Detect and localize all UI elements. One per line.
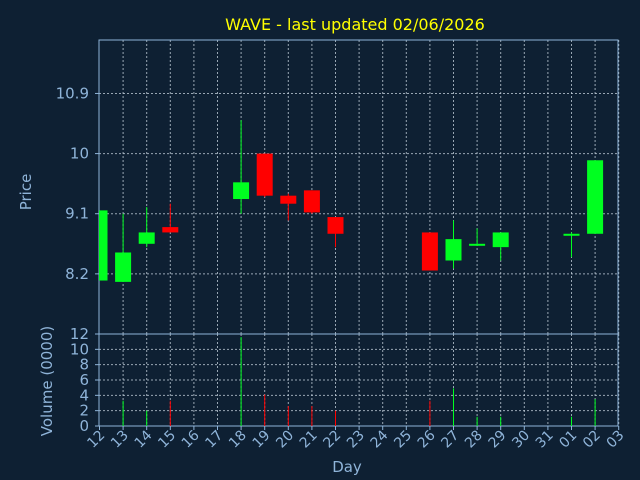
volume-tick-label: 4 (79, 386, 89, 404)
volume-axis-label: Volume (0000) (38, 326, 56, 436)
volume-tick-label: 10 (70, 340, 89, 358)
candle-body (563, 233, 580, 236)
volume-tick-label: 12 (70, 325, 89, 343)
candle-body (469, 243, 486, 246)
candle-body (233, 182, 250, 200)
price-axis-label: Price (17, 174, 35, 211)
candle-body (327, 217, 344, 234)
candle-body (256, 153, 273, 196)
candle-body (492, 232, 509, 248)
candle-body (99, 210, 108, 281)
volume-tick-label: 6 (79, 371, 89, 389)
chart-title: WAVE - last updated 02/06/2026 (225, 15, 485, 34)
volume-tick-label: 0 (79, 417, 89, 435)
candle-body (445, 239, 462, 261)
candle-body (303, 190, 320, 213)
price-tick-label: 8.2 (65, 265, 89, 283)
candle-body (421, 232, 438, 271)
volume-tick-label: 2 (79, 402, 89, 420)
candle-body (115, 252, 132, 282)
volume-panel-frame (98, 333, 619, 427)
x-axis-label: Day (332, 458, 362, 476)
price-tick-label: 10.9 (56, 84, 89, 102)
price-panel: 8.2 9.1 10 10.9 (56, 39, 620, 335)
candle-body (162, 227, 179, 233)
price-tick-label: 10 (70, 145, 89, 163)
volume-tick-label: 8 (79, 356, 89, 374)
candle-body (138, 232, 155, 244)
price-tick-label: 9.1 (65, 205, 89, 223)
candle-body (280, 195, 297, 204)
candle-body (587, 160, 604, 234)
